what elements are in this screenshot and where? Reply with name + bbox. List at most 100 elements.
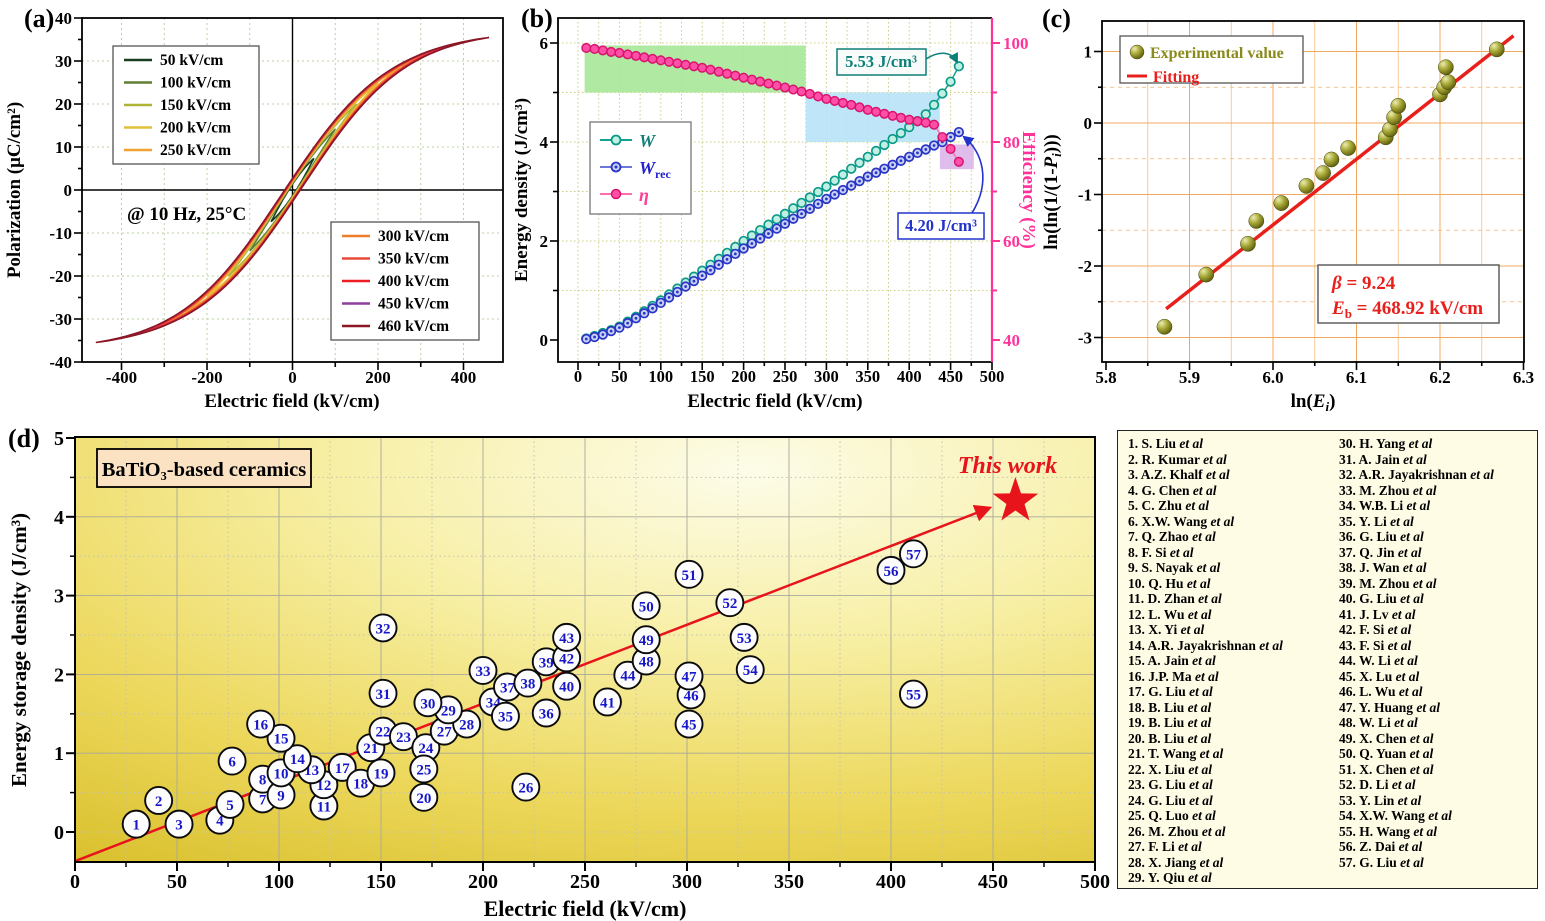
svg-text:32: 32 — [376, 621, 391, 637]
this-work-star — [992, 477, 1039, 521]
svg-text:150: 150 — [690, 367, 715, 386]
svg-text:10: 10 — [55, 138, 72, 157]
svg-text:Polarization (μC/cm²): Polarization (μC/cm²) — [4, 102, 25, 278]
svg-text:18: 18 — [353, 777, 368, 793]
svg-text:6: 6 — [228, 755, 236, 771]
svg-text:β = 9.24: β = 9.24 — [1331, 273, 1396, 294]
legend-c: Experimental value Fitting — [1119, 35, 1304, 86]
reference-entry: 20. B. Liu et al — [1128, 730, 1212, 746]
svg-text:-200: -200 — [191, 368, 222, 387]
panel-label-b: (b) — [521, 4, 553, 33]
weibull-stats-box: β = 9.24 Eb = 468.92 kV/cm — [1317, 264, 1500, 324]
reference-entry: 47. Y. Huang et al — [1339, 699, 1441, 715]
svg-text:0: 0 — [1084, 114, 1093, 133]
svg-text:200 kV/cm: 200 kV/cm — [160, 120, 231, 137]
svg-text:60: 60 — [1003, 232, 1020, 251]
panel-comparison: 1 2 3 4 5 6 7 8 9 10 11 12 13 14 15 16 17 18 19 20 21 22 23 24 2… — [0, 420, 1545, 921]
svg-text:5.9: 5.9 — [1179, 368, 1200, 387]
legend-high-fields: 300 kV/cm 350 kV/cm 400 kV/cm 450 kV/cm 460 … — [330, 221, 480, 341]
reference-entry: 4. G. Chen et al — [1128, 482, 1217, 498]
reference-entry: 18. B. Liu et al — [1128, 699, 1212, 715]
svg-text:1: 1 — [1084, 43, 1093, 62]
svg-text:52: 52 — [722, 596, 737, 612]
svg-text:8: 8 — [259, 773, 267, 789]
svg-text:48: 48 — [639, 655, 654, 671]
svg-text:Energy density (J/cm³): Energy density (J/cm³) — [515, 98, 532, 282]
svg-text:40: 40 — [559, 680, 574, 696]
svg-text:450: 450 — [938, 367, 963, 386]
svg-text:Wrec: Wrec — [639, 158, 671, 181]
svg-text:43: 43 — [559, 631, 574, 647]
svg-text:300: 300 — [814, 367, 839, 386]
svg-text:26: 26 — [518, 781, 534, 797]
annotation-wrec-box — [897, 212, 985, 240]
reference-entry: 29. Y. Qiu et al — [1128, 870, 1212, 885]
svg-text:1: 1 — [54, 743, 64, 765]
svg-text:η: η — [639, 185, 649, 205]
legend-low-fields: 50 kV/cm 100 kV/cm 150 kV/cm 200 kV/cm 250 k… — [112, 45, 260, 165]
reference-entry: 43. F. Si et al — [1339, 637, 1412, 653]
svg-text:Electric field (kV/cm): Electric field (kV/cm) — [687, 391, 862, 412]
svg-text:33: 33 — [476, 664, 491, 680]
reference-entry: 9. S. Nayak et al — [1128, 560, 1221, 575]
svg-text:Efficiency (%): Efficiency (%) — [1018, 131, 1035, 249]
svg-text:6.3: 6.3 — [1513, 368, 1534, 387]
svg-text:4: 4 — [216, 814, 224, 830]
materials-label-box: BaTiO₃-based ceramics — [96, 448, 312, 488]
reference-entry: 12. L. Wu et al — [1128, 606, 1212, 622]
reference-entry: 32. A.R. Jayakrishnan et al — [1339, 467, 1494, 482]
svg-text:40: 40 — [55, 9, 72, 28]
svg-text:7: 7 — [259, 792, 267, 808]
svg-text:31: 31 — [376, 687, 391, 703]
svg-text:-1: -1 — [1078, 186, 1092, 205]
reference-entry: 16. J.P. Ma et al — [1128, 668, 1219, 684]
svg-text:0: 0 — [70, 871, 80, 893]
svg-text:24: 24 — [418, 741, 434, 757]
reference-entry: 27. F. Li et al — [1128, 839, 1202, 854]
svg-text:6.1: 6.1 — [1346, 368, 1367, 387]
weibull-chart: 5.8 5.9 6.0 6.1 6.2 6.3 -3 -2 -1 0 1 ln(Ei) ln(ln(1/… — [1041, 20, 1534, 414]
reference-entry: 57. G. Liu et al — [1339, 854, 1424, 870]
svg-text:2: 2 — [54, 664, 64, 686]
svg-text:2: 2 — [155, 794, 163, 810]
reference-entry: 5. C. Zhu et al — [1128, 498, 1210, 513]
svg-text:350: 350 — [855, 367, 880, 386]
svg-text:-40: -40 — [49, 353, 72, 372]
reference-entry: 39. M. Zhou et al — [1339, 575, 1437, 591]
svg-text:250: 250 — [773, 367, 798, 386]
svg-text:51: 51 — [682, 568, 697, 584]
panel-label-a: (a) — [24, 4, 55, 33]
svg-text:450 kV/cm: 450 kV/cm — [378, 296, 449, 313]
svg-text:29: 29 — [441, 703, 456, 719]
svg-text:38: 38 — [520, 677, 535, 693]
svg-text:-20: -20 — [49, 267, 72, 286]
svg-text:4.20 J/cm³: 4.20 J/cm³ — [905, 216, 977, 235]
svg-text:25: 25 — [416, 762, 431, 778]
svg-text:300: 300 — [672, 871, 702, 893]
reference-entry: 38. J. Wan et al — [1339, 560, 1427, 575]
svg-text:Electric field (kV/cm): Electric field (kV/cm) — [484, 896, 687, 921]
svg-text:28: 28 — [459, 718, 474, 734]
svg-text:BaTiO₃-based ceramics: BaTiO₃-based ceramics — [102, 459, 307, 481]
svg-text:15: 15 — [274, 732, 289, 748]
svg-text:350 kV/cm: 350 kV/cm — [378, 251, 449, 268]
svg-text:20: 20 — [416, 791, 431, 807]
svg-text:21: 21 — [363, 741, 378, 757]
reference-entry: 15. A. Jain et al — [1128, 653, 1216, 668]
reference-entry: 33. M. Zhou et al — [1339, 482, 1437, 498]
reference-entry: 45. X. Lu et al — [1339, 668, 1420, 684]
svg-text:-2: -2 — [1078, 257, 1092, 276]
reference-entry: 54. X.W. Wang et al — [1339, 808, 1452, 823]
reference-entry: 21. T. Wang et al — [1128, 746, 1224, 761]
svg-text:100 kV/cm: 100 kV/cm — [160, 75, 231, 92]
svg-text:50: 50 — [639, 599, 654, 615]
svg-text:100: 100 — [264, 871, 294, 893]
svg-text:27: 27 — [437, 725, 453, 741]
svg-text:47: 47 — [682, 669, 698, 685]
svg-text:54: 54 — [743, 663, 759, 679]
svg-text:0: 0 — [574, 367, 582, 386]
svg-text:@ 10 Hz, 25°C: @ 10 Hz, 25°C — [127, 204, 246, 225]
svg-text:5.53 J/cm³: 5.53 J/cm³ — [845, 52, 917, 71]
